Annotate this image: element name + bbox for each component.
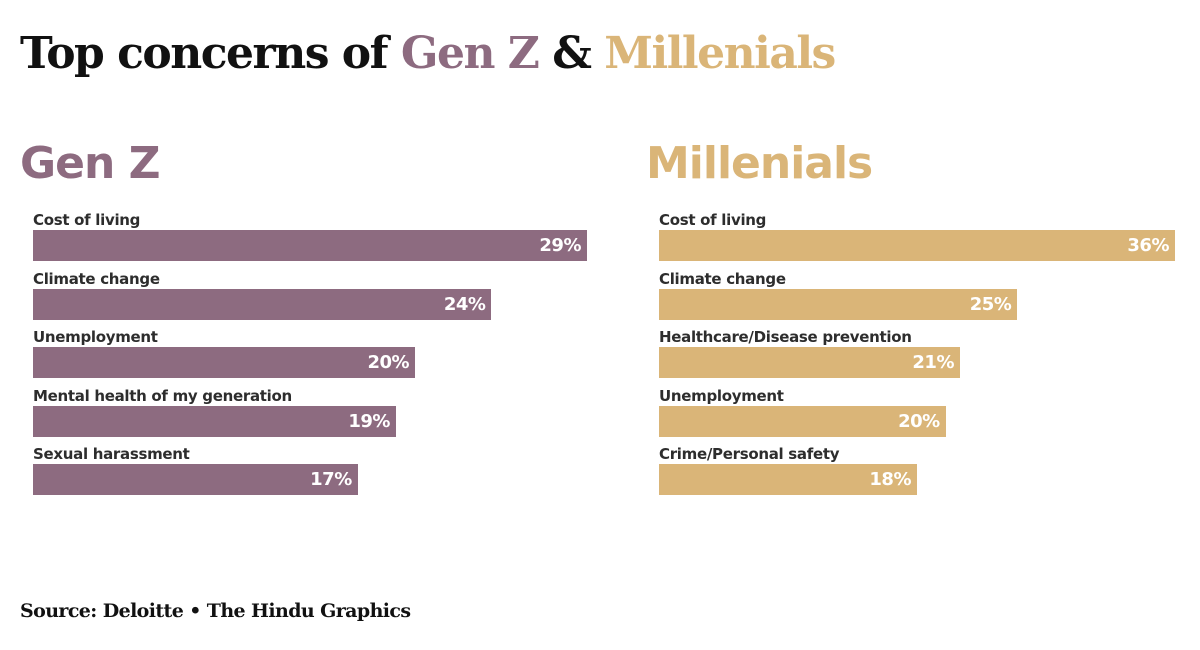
source-note: Source: Deloitte • The Hindu Graphics [20,600,411,622]
millennials-value-label: 36% [1127,235,1169,256]
millennials-bar: 18% [659,464,917,496]
millennials-bar-row: Unemployment 20% [659,386,1186,445]
genz-bar: 20% [33,347,416,379]
genz-category-label: Mental health of my generation [33,386,292,405]
genz-value-label: 29% [539,235,581,256]
genz-bar-row: Cost of living 29% [33,210,600,269]
millennials-panel: Millenials Cost of living 36% Climate chan… [646,136,1186,503]
millennials-category-label: Cost of living [659,211,767,229]
genz-bar-row: Unemployment 20% [33,327,600,386]
millennials-category-label: Healthcare/Disease prevention [659,328,912,347]
genz-value-label: 17% [310,469,352,491]
millennials-category-label: Unemployment [659,386,784,405]
millennials-bar-list: Cost of living 36% Climate change 25% Health… [659,210,1186,503]
genz-bar: 19% [33,405,396,437]
millennials-value-label: 21% [912,352,954,374]
genz-value-label: 20% [367,352,410,374]
title-genz: Gen Z [400,28,540,79]
millennials-bar: 21% [659,347,960,379]
millennials-bar-row: Crime/Personal safety 18% [659,444,1186,503]
chart-title: Top concerns of Gen Z & Millenials [20,28,836,79]
genz-value-label: 24% [443,293,486,315]
genz-value-label: 19% [348,410,390,432]
millennials-value-label: 18% [869,469,911,491]
millennials-category-label: Crime/Personal safety [659,445,840,464]
millennials-category-label: Climate change [659,269,786,288]
millennials-value-label: 25% [969,293,1012,315]
title-ampersand: & [538,28,605,79]
genz-category-label: Cost of living [33,211,141,229]
millennials-bar: 25% [659,288,1018,320]
millennials-bar-row: Healthcare/Disease prevention 21% [659,327,1186,386]
genz-category-label: Unemployment [33,328,158,347]
millennials-bar: 36% [659,230,1175,261]
genz-bar: 29% [33,230,587,261]
millennials-bar: 20% [659,405,946,437]
title-prefix: Top concerns of [20,28,401,79]
genz-category-label: Climate change [33,269,160,288]
genz-panel-title: Gen Z [20,138,161,189]
genz-bar: 17% [33,464,358,496]
title-millennials: Millenials [604,28,836,79]
genz-bar-row: Mental health of my generation 19% [33,386,600,445]
genz-bar-row: Sexual harassment 17% [33,444,600,503]
genz-bar-list: Cost of living 29% Climate change 24% Unempl… [33,210,600,503]
genz-panel: Gen Z Cost of living 29% Climate change 24%… [20,136,600,503]
millennials-panel-title: Millenials [646,138,873,189]
genz-category-label: Sexual harassment [33,445,190,464]
genz-bar: 24% [33,288,492,320]
genz-bar-row: Climate change 24% [33,269,600,328]
millennials-bar-row: Cost of living 36% [659,210,1186,269]
millennials-bar-row: Climate change 25% [659,269,1186,328]
millennials-value-label: 20% [898,410,940,432]
